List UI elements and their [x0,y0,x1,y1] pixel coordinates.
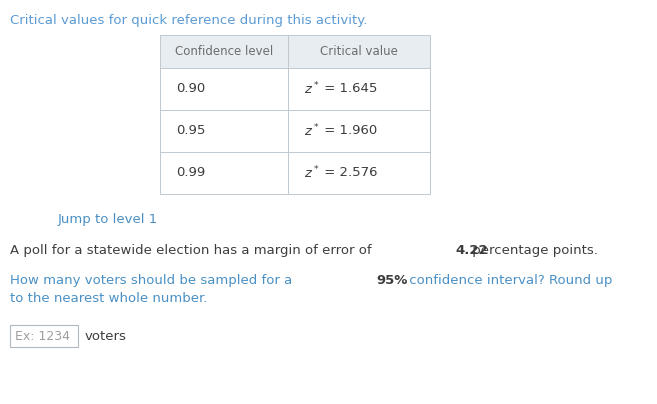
Bar [288,35,430,68]
Bar [160,68,288,110]
Text: confidence interval? Round up: confidence interval? Round up [405,274,612,287]
Text: to the nearest whole number.: to the nearest whole number. [10,292,208,305]
Text: $z^*$: $z^*$ [304,123,320,139]
Bar [288,110,430,152]
Text: = 1.645: = 1.645 [320,82,377,95]
Text: percentage points.: percentage points. [468,244,598,257]
Bar [288,68,430,110]
Bar [160,35,288,68]
Text: 4.22: 4.22 [456,244,488,257]
Text: = 1.960: = 1.960 [320,124,377,137]
Text: 95%: 95% [376,274,408,287]
Text: Ex: 1234: Ex: 1234 [15,330,70,343]
Text: Jump to level 1: Jump to level 1 [58,213,158,226]
Text: 0.95: 0.95 [176,124,206,137]
Text: 0.99: 0.99 [176,166,205,179]
Text: $z^*$: $z^*$ [304,81,320,97]
Text: voters: voters [85,330,127,343]
Bar [10,325,78,347]
Text: Critical values for quick reference during this activity.: Critical values for quick reference duri… [10,14,367,27]
Bar [160,152,288,194]
Text: = 2.576: = 2.576 [320,166,378,179]
Text: $z^*$: $z^*$ [304,165,320,181]
Text: 0.90: 0.90 [176,82,205,95]
Text: How many voters should be sampled for a: How many voters should be sampled for a [10,274,296,287]
Text: Confidence level: Confidence level [175,45,273,58]
Text: Critical value: Critical value [320,45,398,58]
Text: A poll for a statewide election has a margin of error of: A poll for a statewide election has a ma… [10,244,376,257]
Bar [288,152,430,194]
Bar [160,110,288,152]
